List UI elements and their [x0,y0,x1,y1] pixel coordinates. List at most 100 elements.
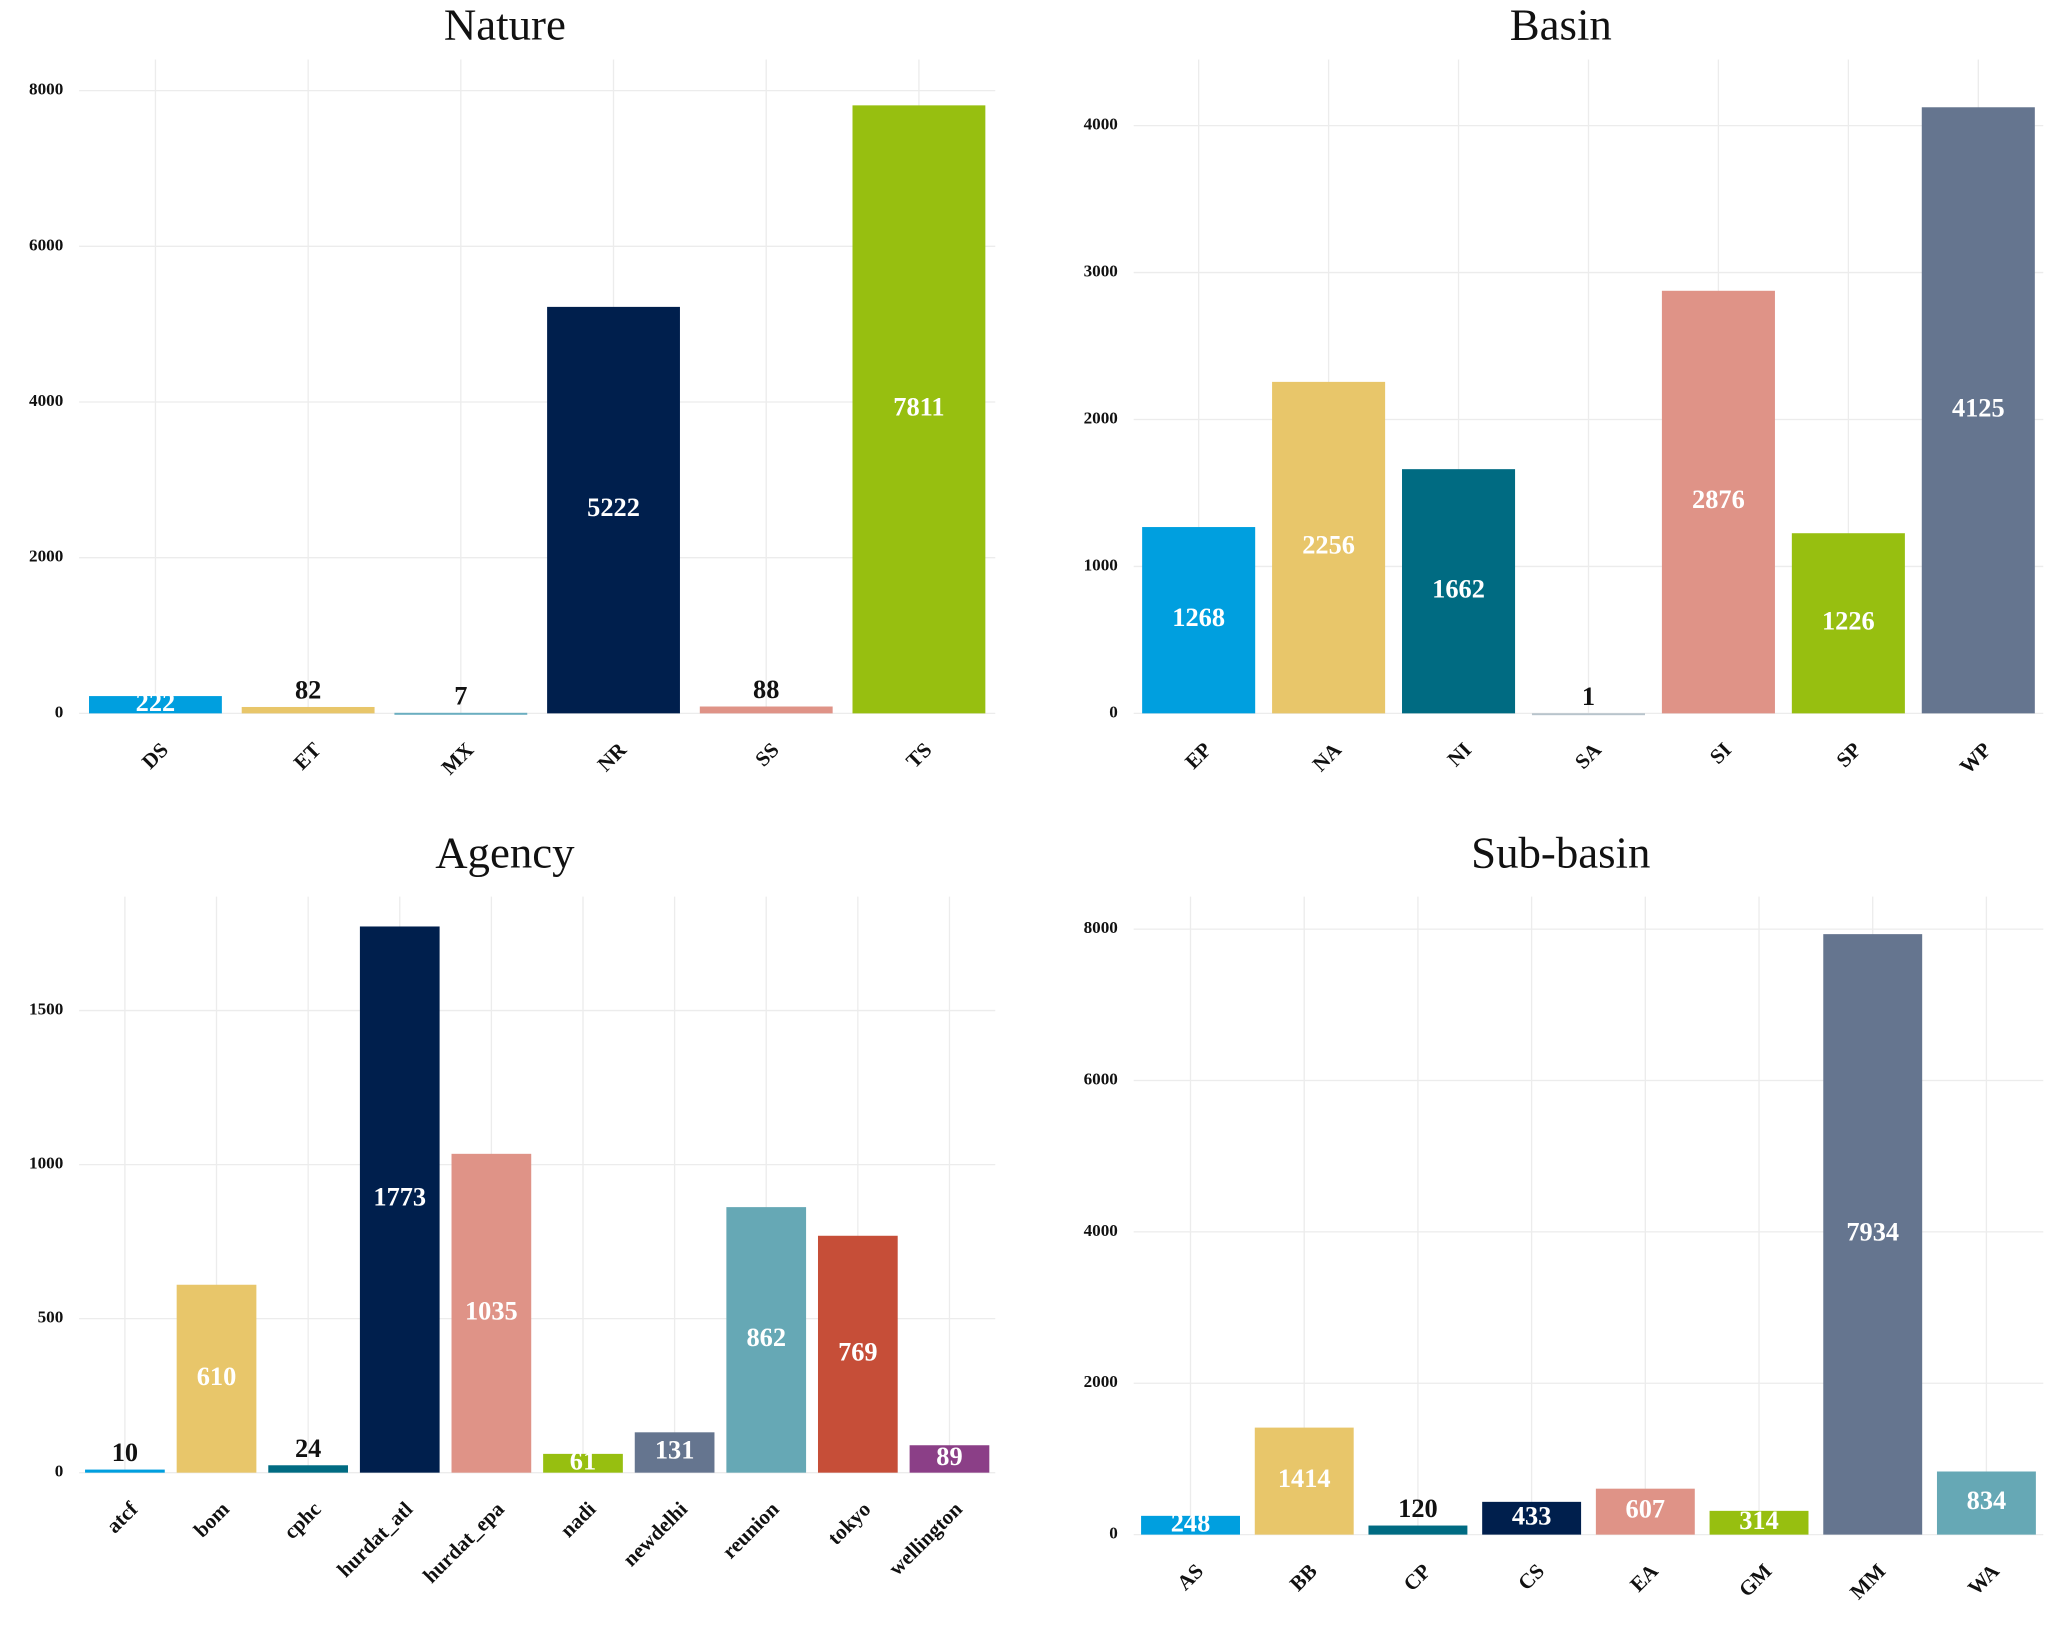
value-label: 131 [655,1436,695,1465]
bar [85,1469,165,1473]
x-tick-label: tokyo [823,1497,876,1550]
y-tick-label: 8000 [29,80,63,99]
value-label: 7811 [893,392,944,421]
value-label: 248 [1171,1508,1211,1537]
bar [1595,1488,1695,1535]
bar [1661,290,1775,714]
x-tick-label: cphc [279,1497,326,1544]
panel: Nature 0 2000 4000 6000 8000 222 DS 82 ET 7 MX 5222 N… [29,0,996,780]
bar [1531,713,1646,716]
bar [1142,527,1256,714]
bar [1254,1427,1354,1535]
value-label: 222 [136,688,176,717]
value-label: 769 [838,1337,878,1366]
x-tick-label: SP [1831,738,1865,772]
value-label: 2876 [1692,485,1745,514]
value-label: 610 [197,1362,237,1391]
x-tick-label: SS [750,738,784,772]
panel: Agency 0 500 1000 1500 10 atcf 610 bom 24 cphc 1773… [29,827,996,1588]
value-label: 61 [570,1446,596,1475]
x-tick-label: DS [137,738,173,774]
value-label: 1414 [1278,1464,1331,1493]
x-tick-label: hurdat_epa [418,1497,509,1588]
x-tick-label: atcf [101,1496,143,1538]
value-label: 1226 [1822,606,1875,635]
bar [89,696,222,714]
y-tick-label: 500 [38,1308,64,1327]
value-label: 10 [112,1438,138,1467]
bar [394,712,528,715]
x-tick-label: wellington [884,1497,967,1580]
bar [547,306,680,714]
value-label: 88 [753,675,779,704]
y-tick-label: 1000 [29,1154,63,1173]
x-tick-label: NA [1308,737,1347,776]
x-tick-label: WA [1963,1558,2005,1600]
x-tick-label: TS [901,738,936,773]
y-tick-label: 2000 [1084,1372,1118,1391]
y-tick-label: 3000 [1084,262,1118,281]
x-tick-label: EP [1180,738,1216,774]
panel: Sub-basin 0 2000 4000 6000 8000 248 AS 1414 BB 120… [1084,827,2044,1604]
x-tick-label: bom [189,1497,234,1542]
bar [1823,934,1923,1535]
y-tick-label: 1500 [29,1000,63,1019]
value-label: 1035 [465,1296,518,1325]
bar [909,1445,990,1473]
bar [543,1453,623,1473]
x-tick-label: MM [1845,1559,1890,1604]
bar [451,1153,532,1473]
y-tick-label: 1000 [1084,555,1118,574]
y-tick-label: 4000 [1084,1221,1118,1240]
value-label: 82 [295,676,321,705]
value-label: 2256 [1302,531,1355,560]
bar [1141,1515,1240,1535]
bar [817,1235,898,1473]
x-tick-label: nadi [555,1497,600,1542]
y-tick-label: 0 [55,1462,64,1481]
x-tick-label: EA [1625,1558,1663,1596]
value-label: 1662 [1432,574,1485,603]
bar [359,926,440,1473]
value-label: 4125 [1952,393,2005,422]
x-tick-label: WP [1955,738,1996,779]
chart-title: Agency [435,827,575,877]
bar [1791,533,1905,714]
y-tick-label: 6000 [1084,1069,1118,1088]
bar [1709,1510,1809,1535]
panel: Basin 0 1000 2000 3000 4000 1268 EP 2256 NA 1662 NI… [1084,0,2044,779]
x-tick-label: reunion [717,1497,784,1564]
x-tick-label: ET [289,738,326,775]
value-label: 120 [1398,1494,1438,1523]
x-tick-label: CP [1399,1559,1436,1596]
y-tick-label: 0 [1109,1524,1118,1543]
x-tick-label: SA [1570,737,1607,774]
value-label: 433 [1512,1501,1552,1530]
y-tick-label: 8000 [1084,918,1118,937]
bar [268,1465,348,1473]
x-tick-label: MX [437,738,479,780]
x-tick-label: GM [1734,1559,1777,1602]
value-label: 24 [295,1434,321,1463]
x-tick-label: CS [1513,1559,1549,1595]
x-tick-label: newdelhi [618,1497,692,1571]
chart-title: Sub-basin [1471,827,1650,877]
x-tick-label: BB [1285,1559,1322,1596]
y-tick-label: 4000 [1084,115,1118,134]
chart-title: Basin [1510,0,1612,49]
y-tick-label: 0 [55,702,64,721]
y-tick-label: 2000 [29,547,63,566]
y-tick-label: 2000 [1084,408,1118,427]
bar [726,1207,807,1473]
bar [241,706,375,714]
bar [176,1284,257,1473]
value-label: 7934 [1846,1217,1899,1246]
value-label: 1268 [1172,603,1225,632]
bar [852,105,986,714]
bar [1936,1471,2036,1535]
bar [1921,107,2035,714]
value-label: 834 [1967,1486,2007,1515]
value-label: 1 [1582,682,1595,711]
y-tick-label: 6000 [29,235,63,254]
bar [634,1432,715,1473]
